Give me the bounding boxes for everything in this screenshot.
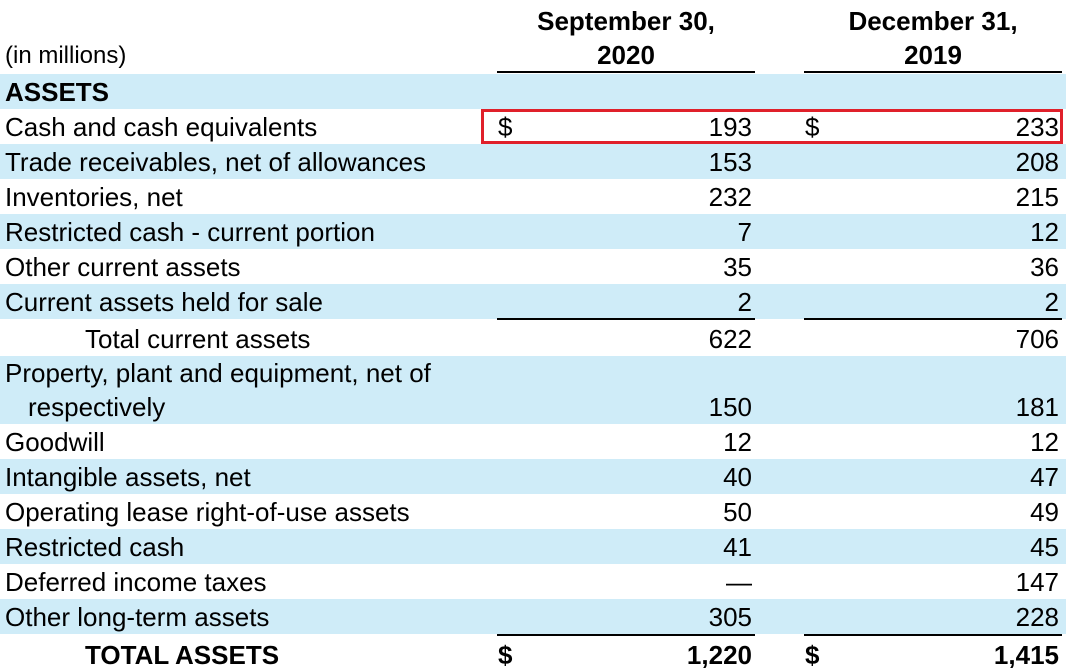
value-2019: 208 [1015, 147, 1059, 177]
table-row-intangible-assets: Intangible assets, net 40 47 [0, 459, 1066, 494]
value-2020: 305 [708, 602, 752, 632]
row-label: Cash and cash equivalents [5, 112, 318, 142]
row-label: Trade receivables, net of allowances [5, 147, 427, 177]
value-2019: 147 [1015, 567, 1059, 597]
value-2020: 150 [708, 392, 752, 422]
value-2019: 2 [1044, 287, 1059, 317]
value-2020: 50 [723, 497, 752, 527]
row-label: Deferred income taxes [5, 567, 267, 597]
value-2020: 35 [723, 252, 752, 282]
value-2019: 49 [1030, 497, 1059, 527]
row-label: Other current assets [5, 252, 241, 282]
table-row-trade-receivables: Trade receivables, net of allowances 153… [0, 144, 1066, 179]
row-label: Operating lease right-of-use assets [5, 497, 410, 527]
row-label: Total current assets [85, 324, 311, 354]
units-label: (in millions) [5, 42, 127, 69]
section-heading-assets: ASSETS [5, 77, 110, 107]
table-row-restricted-cash: Restricted cash 41 45 [0, 529, 1066, 564]
currency-symbol: $ [498, 112, 513, 142]
table-header: (in millions) September 30, 2020 Decembe… [0, 0, 1066, 73]
column-header-dec-2019-line1: December 31, [848, 6, 1018, 36]
column-header-sep-2020: September 30, 2020 [497, 4, 755, 72]
value-2019: 233 [1015, 112, 1059, 142]
value-2019: 181 [1015, 392, 1059, 422]
value-2019: 706 [1015, 324, 1059, 354]
table-row-restricted-cash-current: Restricted cash - current portion 7 12 [0, 214, 1066, 249]
section-row-assets: ASSETS [0, 74, 1066, 109]
column-header-sep-2020-line2: 2020 [597, 40, 655, 70]
header-underline-2020 [497, 71, 755, 73]
subtotal-rule-2019 [804, 318, 1062, 320]
value-2020: 232 [708, 182, 752, 212]
table-row-total-current-assets: Total current assets 622 706 [0, 320, 1066, 356]
table-row-total-assets: TOTAL ASSETS $ 1,220 $ 1,415 [0, 636, 1066, 672]
table-row-assets-held-for-sale: Current assets held for sale 2 2 [0, 284, 1066, 319]
header-underline-2019 [804, 71, 1062, 73]
value-2019: 45 [1030, 532, 1059, 562]
row-label: Inventories, net [5, 182, 183, 212]
value-2019: 47 [1030, 462, 1059, 492]
value-2019: 36 [1030, 252, 1059, 282]
value-2019: 1,415 [993, 640, 1059, 670]
value-2020: 622 [708, 324, 752, 354]
highlight-box [481, 109, 1063, 144]
value-2020: 193 [708, 112, 752, 142]
row-label: Other long-term assets [5, 602, 270, 632]
value-2019: 228 [1015, 602, 1059, 632]
table-row-other-current-assets: Other current assets 35 36 [0, 249, 1066, 284]
total-rule-2019 [804, 634, 1062, 636]
row-label: Current assets held for sale [5, 287, 323, 317]
value-2020: 41 [723, 532, 752, 562]
table-row-deferred-income-taxes: Deferred income taxes — 147 [0, 564, 1066, 599]
value-2019: 12 [1030, 427, 1059, 457]
value-2020: 2 [737, 287, 752, 317]
currency-symbol: $ [498, 640, 513, 670]
value-2020: 40 [723, 462, 752, 492]
value-2019: 12 [1030, 217, 1059, 247]
value-2019: 215 [1015, 182, 1059, 212]
currency-symbol: $ [805, 640, 820, 670]
table-row-other-long-term-assets: Other long-term assets 305 228 [0, 599, 1066, 634]
row-label-line2: respectively [28, 392, 166, 422]
table-row-goodwill: Goodwill 12 12 [0, 424, 1066, 459]
column-header-sep-2020-line1: September 30, [537, 6, 715, 36]
row-label-line1: Property, plant and equipment, net of [5, 358, 431, 388]
table-row-cash: Cash and cash equivalents $ 193 $ 233 [0, 109, 1066, 144]
row-label: Intangible assets, net [5, 462, 251, 492]
row-label: TOTAL ASSETS [85, 640, 280, 670]
value-2020: 7 [737, 217, 752, 247]
column-header-dec-2019-line2: 2019 [904, 40, 962, 70]
value-2020: 153 [708, 147, 752, 177]
value-2020: 12 [723, 427, 752, 457]
table-row-ppe: Property, plant and equipment, net of re… [0, 356, 1066, 424]
column-header-dec-2019: December 31, 2019 [804, 4, 1062, 72]
table-row-inventories: Inventories, net 232 215 [0, 179, 1066, 214]
value-2020: 1,220 [686, 640, 752, 670]
total-rule-2020 [497, 634, 755, 636]
row-label: Restricted cash - current portion [5, 217, 375, 247]
value-2020: — [726, 567, 752, 597]
row-label: Restricted cash [5, 532, 185, 562]
table-row-operating-lease: Operating lease right-of-use assets 50 4… [0, 494, 1066, 529]
row-label: Goodwill [5, 427, 105, 457]
subtotal-rule-2020 [497, 318, 755, 320]
currency-symbol: $ [805, 112, 820, 142]
